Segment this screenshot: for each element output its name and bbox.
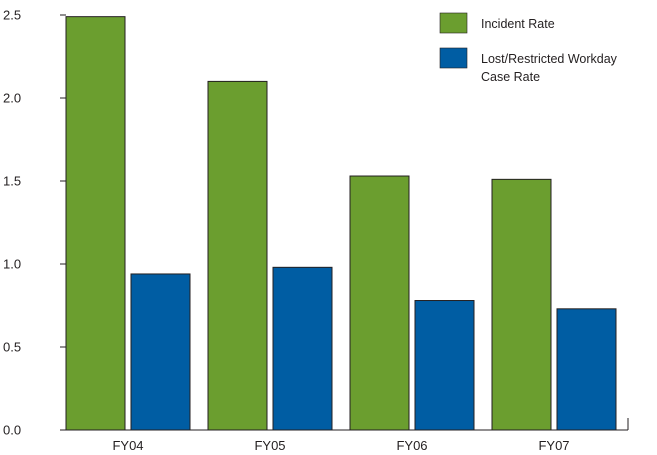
x-axis-labels: FY04 FY05 FY06 FY07 [112, 438, 569, 453]
bar-fy07-series-2 [556, 308, 617, 431]
y-tick-label: 1.5 [3, 174, 21, 189]
legend-label: Incident Rate [481, 17, 555, 31]
legend-swatch [439, 12, 468, 34]
bar-fy06-series-2 [414, 300, 475, 431]
y-tick-label: 1.0 [3, 257, 21, 272]
legend: Incident Rate Lost/Restricted Workday Case… [439, 12, 618, 84]
bar-fy06-series-1 [349, 175, 410, 431]
bar-fy05-series-2 [272, 266, 333, 431]
y-tick-label: 0.0 [3, 423, 21, 438]
legend-label: Lost/Restricted Workday Case Rate [481, 52, 618, 84]
y-tick-label: 0.5 [3, 340, 21, 355]
y-axis-ticks: 0.0 0.5 1.0 1.5 2.0 2.5 [3, 8, 66, 438]
x-category-label: FY06 [396, 438, 427, 453]
y-tick-label: 2.5 [3, 8, 21, 23]
bar-fy04-series-2 [130, 273, 191, 431]
bar-fy05-series-1 [207, 80, 268, 431]
legend-label-line: Case Rate [481, 70, 540, 84]
legend-swatch [439, 47, 468, 69]
y-tick-label: 2.0 [3, 91, 21, 106]
x-category-label: FY05 [254, 438, 285, 453]
bars [65, 16, 617, 431]
bar-fy07-series-1 [491, 178, 552, 431]
x-category-label: FY04 [112, 438, 143, 453]
legend-label-line: Lost/Restricted Workday [481, 52, 618, 66]
bar-fy04-series-1 [65, 16, 126, 431]
x-category-label: FY07 [538, 438, 569, 453]
